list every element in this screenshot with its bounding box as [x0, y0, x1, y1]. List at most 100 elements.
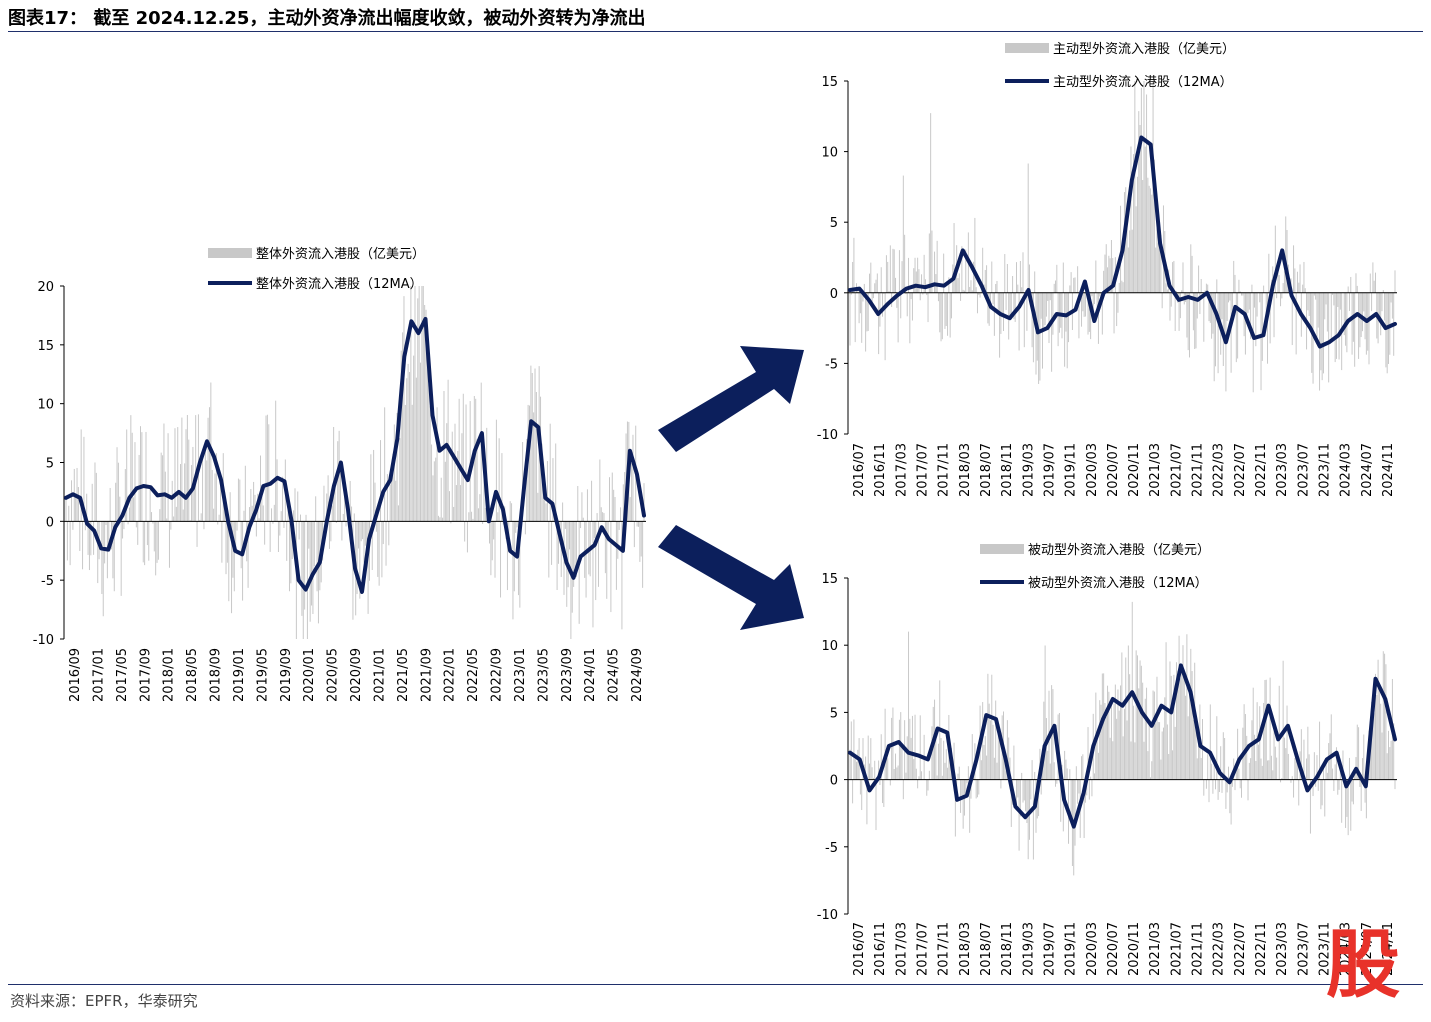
x-tick-label: 2019/11	[1064, 922, 1079, 976]
y-tick-label: 15	[37, 339, 54, 354]
legend-bar-label: 整体外资流入港股（亿美元）	[256, 247, 425, 262]
y-tick-label: 10	[821, 639, 838, 654]
y-tick-label: -5	[41, 574, 54, 589]
x-tick-label: 2016/07	[852, 922, 867, 976]
x-tick-label: 2020/03	[1085, 922, 1100, 976]
y-tick-label: -10	[817, 908, 838, 923]
y-tick-label: -5	[825, 841, 838, 856]
x-tick-label: 2021/01	[372, 648, 387, 702]
y-tick-label: 15	[821, 572, 838, 587]
x-tick-label: 2020/11	[1127, 922, 1142, 976]
legend-bar-swatch	[208, 248, 252, 258]
x-tick-label: 2020/03	[1085, 443, 1100, 497]
x-tick-label: 2020/05	[326, 648, 341, 702]
x-tick-label: 2022/03	[1212, 443, 1227, 497]
x-tick-label: 2023/11	[1318, 922, 1333, 976]
x-tick-label: 2017/03	[894, 443, 909, 497]
y-tick-label: 5	[830, 216, 838, 231]
legend-bar-swatch	[980, 544, 1024, 554]
x-tick-label: 2022/11	[1254, 443, 1269, 497]
x-tick-label: 2023/09	[560, 648, 575, 702]
x-tick-label: 2017/07	[915, 922, 930, 976]
x-tick-label: 2021/07	[1169, 922, 1184, 976]
x-tick-label: 2017/09	[138, 648, 153, 702]
x-tick-label: 2016/07	[852, 443, 867, 497]
x-tick-label: 2020/01	[302, 648, 317, 702]
legend-line-label: 主动型外资流入港股（12MA）	[1053, 75, 1233, 90]
source-note: 资料来源：EPFR，华泰研究	[10, 992, 198, 1010]
x-tick-label: 2024/01	[583, 648, 598, 702]
x-tick-label: 2023/03	[1275, 443, 1290, 497]
x-tick-label: 2018/07	[979, 443, 994, 497]
x-tick-label: 2022/07	[1233, 922, 1248, 976]
x-tick-label: 2018/07	[979, 922, 994, 976]
ma12-line	[848, 663, 1397, 829]
x-tick-label: 2018/01	[162, 648, 177, 702]
title-divider	[8, 31, 1423, 32]
x-tick-label: 2020/07	[1106, 443, 1121, 497]
x-tick-label: 2017/11	[937, 443, 952, 497]
y-tick-label: 10	[37, 398, 54, 413]
source-divider	[8, 984, 1423, 985]
x-tick-label: 2024/09	[630, 648, 645, 702]
y-tick-label: 15	[821, 75, 838, 90]
y-tick-label: 0	[46, 515, 54, 530]
x-tick-label: 2021/05	[396, 648, 411, 702]
y-tick-label: -5	[825, 357, 838, 372]
x-tick-label: 2022/07	[1233, 443, 1248, 497]
x-tick-label: 2016/11	[873, 443, 888, 497]
y-tick-label: -10	[33, 633, 54, 648]
x-tick-label: 2023/07	[1296, 443, 1311, 497]
x-tick-label: 2023/01	[513, 648, 528, 702]
ma12-line	[64, 316, 646, 594]
y-tick-label: -10	[817, 428, 838, 443]
arrow-to-active	[658, 346, 804, 452]
overall-flow-chart: 20 15 10 5 0 -5 -10 2016/09 2017/01 2017/05 2017/0…	[33, 247, 646, 702]
x-tick-label: 2018/09	[209, 648, 224, 702]
legend-line-label: 整体外资流入港股（12MA）	[256, 277, 423, 292]
x-tick-label: 2017/01	[91, 648, 106, 702]
passive-flow-chart: 15 10 5 0 -5 -10 2016/07 2016/11 2017/03 2017/07 2…	[817, 543, 1397, 976]
x-tick-label: 2019/09	[279, 648, 294, 702]
flow-bars	[849, 601, 1396, 876]
y-tick-label: 0	[830, 774, 838, 789]
x-tick-label: 2021/09	[419, 648, 434, 702]
x-tick-label: 2021/03	[1148, 922, 1163, 976]
x-tick-label: 2021/03	[1148, 443, 1163, 497]
x-tick-label: 2024/03	[1339, 922, 1354, 976]
x-tick-label: 2019/01	[232, 648, 247, 702]
x-tick-label: 2022/03	[1212, 922, 1227, 976]
x-tick-label: 2021/11	[1191, 922, 1206, 976]
x-tick-label: 2023/03	[1275, 922, 1290, 976]
x-tick-label: 2022/01	[443, 648, 458, 702]
x-tick-label: 2024/07	[1360, 922, 1375, 976]
y-tick-label: 0	[830, 287, 838, 302]
x-tick-label: 2016/09	[68, 648, 83, 702]
x-tick-label: 2019/03	[1021, 443, 1036, 497]
x-tick-label: 2017/05	[115, 648, 130, 702]
x-tick-label: 2020/09	[349, 648, 364, 702]
active-flow-chart: 15 10 5 0 -5 -10 2016/07 2016/11 2017/03 2017/07 2…	[817, 42, 1397, 497]
x-tick-label: 2019/07	[1042, 922, 1057, 976]
flow-bars	[65, 286, 645, 639]
x-tick-label: 2021/07	[1169, 443, 1184, 497]
x-tick-label: 2024/05	[607, 648, 622, 702]
legend-bar-label: 被动型外资流入港股（亿美元）	[1028, 543, 1210, 558]
x-tick-label: 2018/11	[1000, 443, 1015, 497]
ma12-line	[848, 135, 1397, 349]
x-tick-label: 2020/07	[1106, 922, 1121, 976]
y-tick-label: 5	[830, 706, 838, 721]
y-tick-label: 10	[821, 146, 838, 161]
arrow-to-passive	[658, 525, 804, 630]
x-tick-label: 2024/07	[1360, 443, 1375, 497]
y-tick-label: 5	[46, 457, 54, 472]
x-tick-label: 2017/03	[894, 922, 909, 976]
x-tick-label: 2017/07	[915, 443, 930, 497]
legend-bar-label: 主动型外资流入港股（亿美元）	[1053, 42, 1235, 57]
x-tick-label: 2018/05	[185, 648, 200, 702]
x-tick-label: 2024/03	[1339, 443, 1354, 497]
arrows	[658, 346, 804, 630]
x-tick-label: 2018/03	[958, 443, 973, 497]
x-tick-label: 2018/11	[1000, 922, 1015, 976]
x-tick-label: 2019/03	[1021, 922, 1036, 976]
